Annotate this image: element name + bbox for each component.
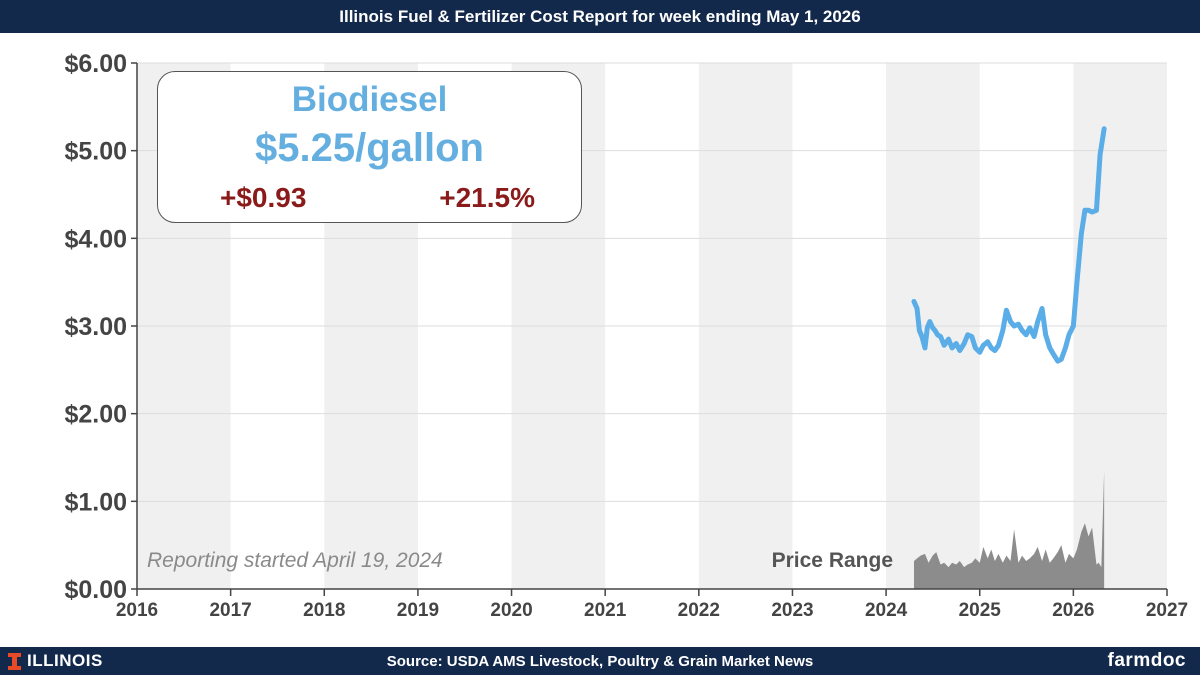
grid-lines <box>137 62 1167 502</box>
x-tick-label: 2024 <box>865 600 908 621</box>
x-tick-label: 2018 <box>303 600 345 621</box>
x-tick-label: 2025 <box>959 600 1002 621</box>
price-range-label: Price Range <box>772 549 893 572</box>
x-tick-label: 2027 <box>1146 600 1188 621</box>
current-price: $5.25/gallon <box>255 126 484 170</box>
reporting-note-annotation: Reporting started April 19, 2024 <box>147 549 443 572</box>
y-tick-label: $3.00 <box>64 313 127 341</box>
price-range-area <box>913 470 1105 589</box>
price-change: +$0.93 <box>220 182 307 213</box>
price-range-area-group <box>913 470 1105 589</box>
y-tick-label: $1.00 <box>64 488 127 516</box>
illinois-logo: ILLINOIS <box>8 647 103 675</box>
x-tick-label: 2023 <box>771 600 813 621</box>
price-callout-box: Biodiesel $5.25/gallon +$0.93 +21.5% <box>157 71 582 223</box>
footer-bar: ILLINOIS Source: USDA AMS Livestock, Pou… <box>0 647 1200 675</box>
price-line <box>911 126 1107 364</box>
x-tick-label: 2026 <box>1052 600 1094 621</box>
percent-change: +21.5% <box>439 182 535 213</box>
x-tick-label: 2021 <box>584 600 627 621</box>
y-tick-label: $0.00 <box>64 576 127 604</box>
farmdoc-brand: farmdoc <box>1107 650 1186 671</box>
y-tick-label: $5.00 <box>64 138 127 166</box>
axes <box>131 62 1168 596</box>
block-i-icon <box>8 652 21 670</box>
source-note: Source: USDA AMS Livestock, Poultry & Gr… <box>386 652 814 670</box>
x-tick-label: 2017 <box>209 600 251 621</box>
page-title: Illinois Fuel & Fertilizer Cost Report f… <box>0 0 1200 33</box>
x-tick-label: 2020 <box>490 600 532 621</box>
x-axis-tick-labels: 2016 2017 2018 2019 2020 2021 2022 2023 2024 2025… <box>116 600 1188 621</box>
y-axis-tick-labels: $0.00 $1.00 $2.00 $3.00 $4.00 $5.00 $6.00 <box>64 50 127 604</box>
product-name: Biodiesel <box>291 80 448 119</box>
x-tick-label: 2022 <box>678 600 720 621</box>
y-tick-label: $4.00 <box>64 225 127 253</box>
x-tick-label: 2016 <box>116 600 158 621</box>
x-tick-label: 2019 <box>397 600 439 621</box>
y-tick-label: $6.00 <box>64 50 127 78</box>
price-line-group <box>911 126 1107 364</box>
illinois-logo-text: ILLINOIS <box>27 651 103 670</box>
y-tick-label: $2.00 <box>64 401 127 429</box>
